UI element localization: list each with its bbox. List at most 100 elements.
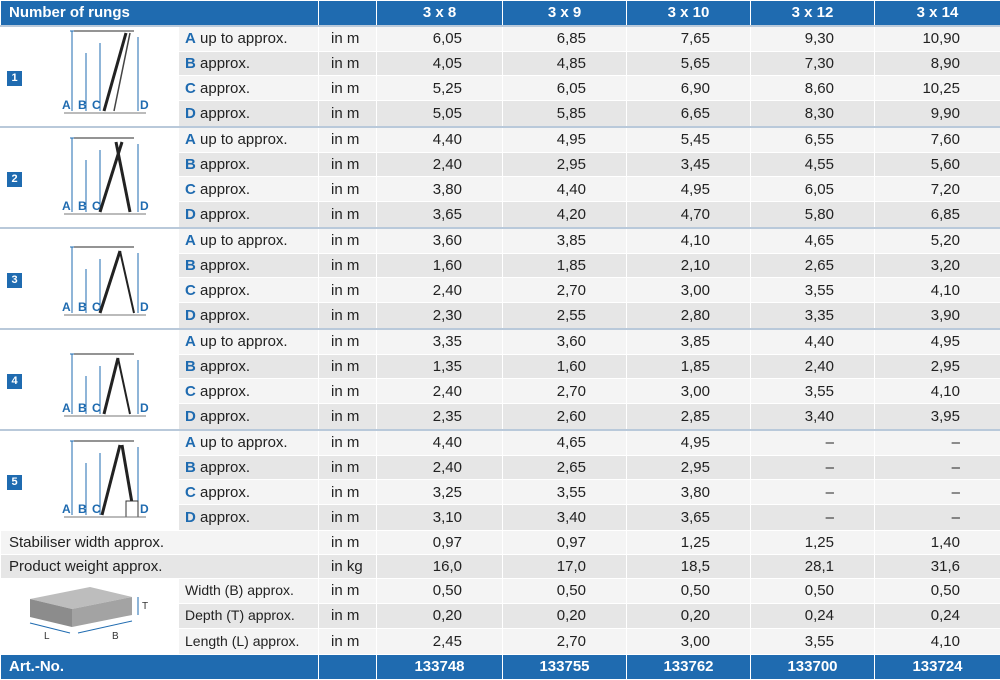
unit-cell: in m [319,530,377,554]
value-cell: 6,85 [875,202,1000,228]
value-cell: 3,85 [627,329,751,355]
unit-cell: in m [319,603,377,628]
unit-cell: in m [319,26,377,52]
header-unit-spacer [319,1,377,26]
dimension-letter: A [62,300,71,314]
unit-cell: in m [319,505,377,530]
value-cell: 7,20 [875,177,1000,202]
unit-cell: in m [319,127,377,153]
value-cell: 3,00 [627,379,751,404]
value-cell: 3,60 [377,228,503,254]
value-cell: 5,65 [627,51,751,76]
value-cell: 2,40 [377,379,503,404]
dimension-letter: C [185,181,196,198]
value-cell: 2,60 [503,404,627,430]
value-cell: 1,85 [627,354,751,379]
dimension-label-cell: C approx. [179,76,319,101]
value-cell: 5,80 [751,202,875,228]
group-badge-cell: 1 [1,26,29,127]
dimension-label: approx. [200,307,250,324]
dimension-label: approx. [200,408,250,425]
value-cell: 6,05 [751,177,875,202]
dimension-letter: B [78,300,87,314]
value-cell: 6,90 [627,76,751,101]
value-cell: 0,20 [503,603,627,628]
value-cell: 0,50 [377,578,503,603]
unit-cell: in m [319,354,377,379]
value-cell: 8,90 [875,51,1000,76]
value-cell: 3,00 [627,629,751,654]
value-cell: 5,60 [875,152,1000,177]
unit-cell: in m [319,253,377,278]
value-cell: 0,50 [627,578,751,603]
value-cell: 2,85 [627,404,751,430]
dimension-letter: C [185,282,196,299]
unit-cell: in m [319,629,377,654]
value-cell: 9,30 [751,26,875,52]
header-col-1: 3 x 8 [377,1,503,26]
value-cell: 2,40 [751,354,875,379]
dimension-label: approx. [200,358,250,375]
value-cell: 4,95 [875,329,1000,355]
group-badge-cell: 2 [1,127,29,228]
dimension-letter: A [62,199,71,213]
group-badge-cell: 5 [1,430,29,531]
value-cell: 3,55 [503,480,627,505]
dimension-letter: D [185,408,196,425]
value-cell: 3,85 [503,228,627,254]
value-cell: 7,30 [751,51,875,76]
value-cell: – [875,480,1000,505]
value-cell: 0,50 [751,578,875,603]
article-number: 133724 [875,654,1000,679]
dimension-label-cell: A up to approx. [179,127,319,153]
value-cell: 4,10 [875,278,1000,303]
dimension-letter: B [185,257,196,274]
weight-label: Product weight approx. [1,554,319,578]
dimension-letter: A [185,434,196,451]
value-cell: 4,05 [377,51,503,76]
value-cell: 3,90 [875,303,1000,329]
value-cell: 2,40 [377,455,503,480]
value-cell: 1,25 [751,530,875,554]
dimension-label-cell: C approx. [179,379,319,404]
unit-cell: in m [319,202,377,228]
unit-cell: in m [319,329,377,355]
value-cell: 4,65 [503,430,627,456]
value-cell: 4,40 [503,177,627,202]
value-cell: 4,40 [377,430,503,456]
value-cell: 5,20 [875,228,1000,254]
value-cell: 4,85 [503,51,627,76]
unit-cell: in m [319,455,377,480]
dimension-label-cell: A up to approx. [179,26,319,52]
value-cell: 10,90 [875,26,1000,52]
value-cell: 3,65 [627,505,751,530]
value-cell: 2,55 [503,303,627,329]
value-cell: 0,97 [377,530,503,554]
dimension-letter: C [92,401,101,415]
unit-cell: in m [319,228,377,254]
value-cell: 2,70 [503,278,627,303]
article-number-label: Art.-No. [1,654,319,679]
dimension-letter: C [185,80,196,97]
value-cell: 31,6 [875,554,1000,578]
article-number: 133700 [751,654,875,679]
value-cell: 2,80 [627,303,751,329]
unit-cell: in m [319,480,377,505]
value-cell: – [875,455,1000,480]
article-number: 133755 [503,654,627,679]
dimension-label: approx. [200,484,250,501]
unit-cell: in m [319,379,377,404]
header-title: Number of rungs [1,1,319,26]
value-cell: 4,10 [875,379,1000,404]
dimension-letter: B [78,98,87,112]
value-cell: 4,95 [627,177,751,202]
